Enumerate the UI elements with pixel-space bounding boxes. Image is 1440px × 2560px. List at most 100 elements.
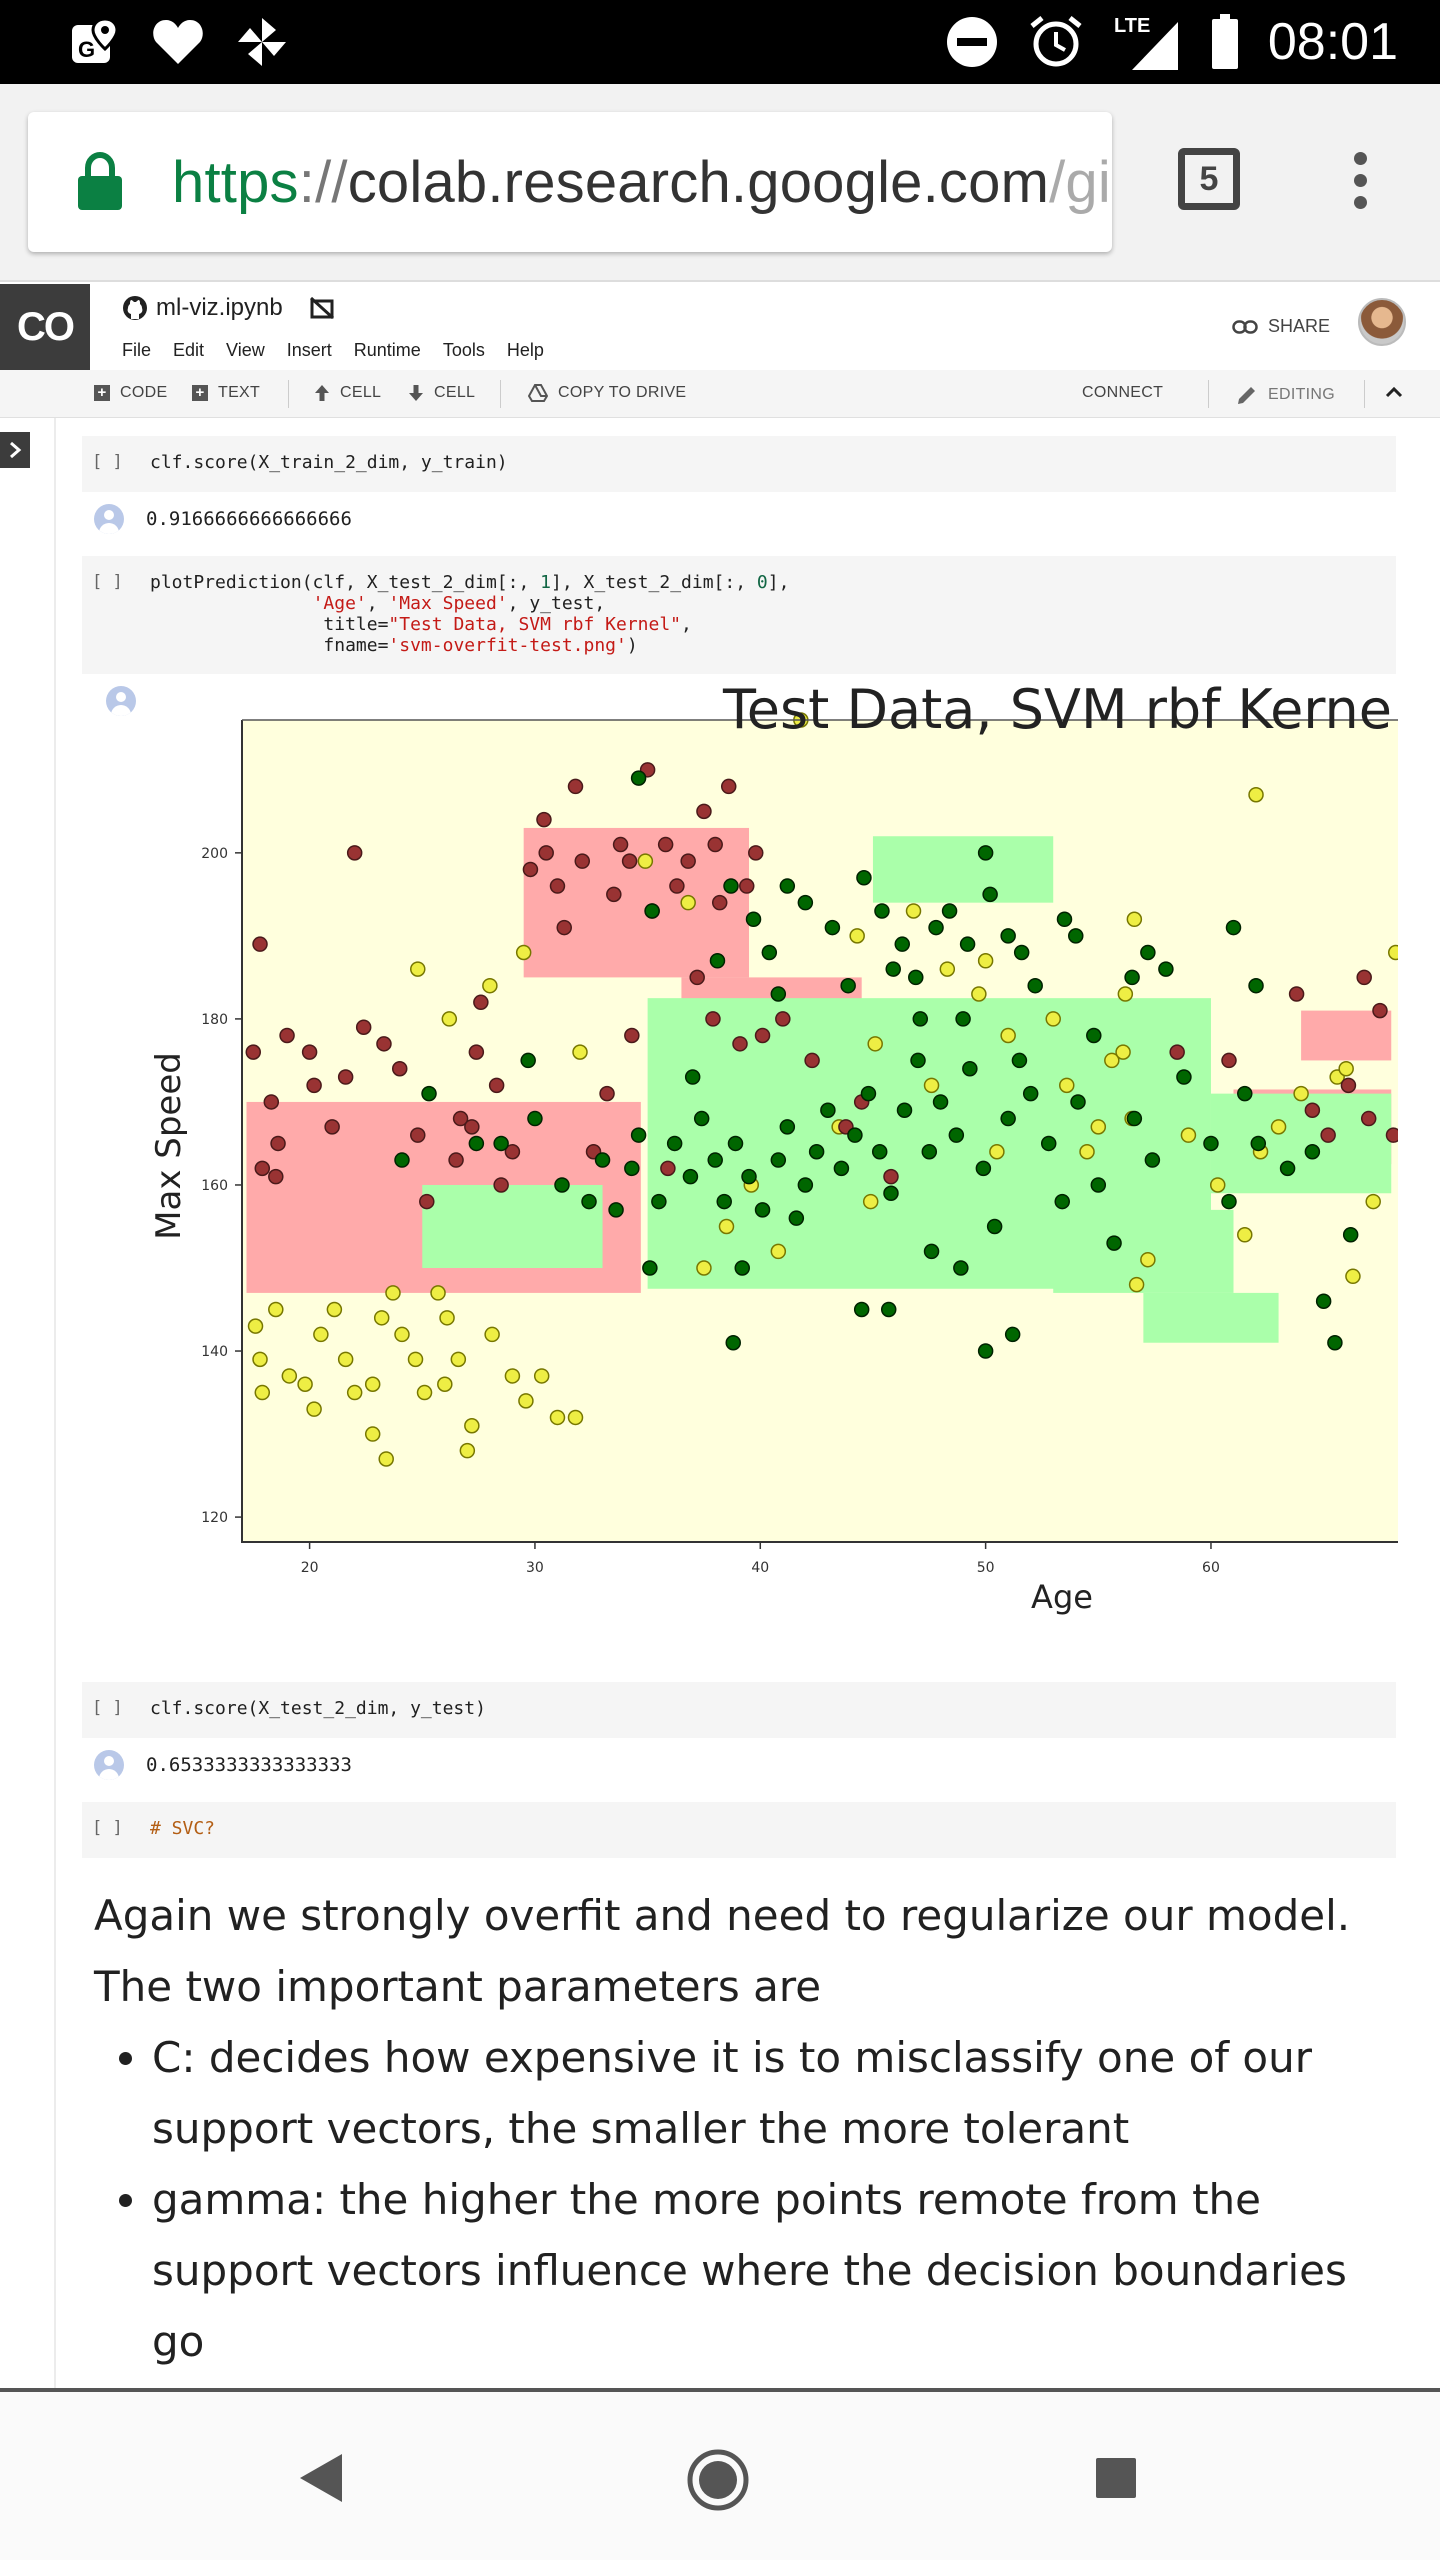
drive-offline-icon — [309, 297, 334, 319]
data-point-yellow — [1270, 1119, 1287, 1135]
data-point-red — [711, 894, 728, 911]
run-cell-button[interactable]: [ ] — [92, 572, 123, 592]
drive-icon — [528, 384, 548, 402]
data-point-red — [775, 1011, 791, 1027]
browser-toolbar: https://colab.research.google.com/gi 5 — [0, 84, 1440, 280]
data-point-green — [885, 961, 901, 977]
data-point-yellow — [306, 1401, 322, 1417]
url-text: https://colab.research.google.com/gi — [172, 149, 1111, 215]
data-point-yellow — [518, 1393, 534, 1409]
data-point-yellow — [407, 1351, 424, 1368]
data-point-green — [682, 1168, 699, 1185]
data-point-green — [421, 1085, 437, 1102]
data-point-red — [1221, 1052, 1237, 1069]
data-point-yellow — [718, 1218, 735, 1235]
data-point-yellow — [1117, 986, 1134, 1002]
menu-edit[interactable]: Edit — [173, 340, 205, 360]
menu-runtime[interactable]: Runtime — [353, 340, 421, 360]
svg-text:G: G — [78, 37, 95, 62]
code-cell[interactable]: [ ] clf.score(X_train_2_dim, y_train) — [82, 436, 1396, 492]
data-point-green — [1327, 1334, 1343, 1351]
data-point-green — [630, 1127, 647, 1143]
code-cell[interactable]: [ ] plotPrediction(clf, X_test_2_dim[:, … — [82, 556, 1396, 674]
browser-menu-icon[interactable] — [1348, 152, 1372, 212]
decision-region-green — [872, 836, 1054, 903]
data-point-green — [642, 1260, 658, 1276]
plot-axes — [241, 720, 1398, 1543]
x-axis-label: Age — [1031, 1578, 1093, 1616]
data-point-yellow — [441, 1011, 458, 1027]
data-point-red — [612, 836, 629, 853]
code-cell[interactable]: [ ] # SVC? — [82, 1802, 1396, 1858]
data-point-green — [1022, 1085, 1039, 1102]
data-point-yellow — [410, 961, 426, 977]
url-bar[interactable]: https://colab.research.google.com/gi — [28, 112, 1112, 252]
recents-icon[interactable] — [1096, 2458, 1136, 2498]
data-point-red — [732, 1036, 748, 1052]
avatar[interactable] — [1358, 298, 1406, 346]
data-point-green — [1250, 1135, 1267, 1152]
data-point-yellow — [1387, 944, 1398, 961]
data-point-green — [871, 1144, 888, 1160]
add-text-button[interactable]: + TEXT — [192, 384, 260, 402]
home-icon[interactable] — [686, 2448, 750, 2512]
sidebar-toggle-button[interactable] — [0, 432, 30, 468]
data-point-yellow — [1045, 1011, 1061, 1027]
data-point-yellow — [1058, 1077, 1075, 1094]
collapse-toolbar-button[interactable] — [1384, 382, 1404, 402]
data-point-green — [1070, 1094, 1086, 1110]
arrow-down-icon — [409, 385, 423, 401]
data-point-red — [301, 1044, 318, 1060]
data-point-green — [1342, 1227, 1359, 1243]
data-point-yellow — [770, 1243, 787, 1260]
data-point-yellow — [905, 903, 922, 919]
data-point-green — [977, 845, 994, 861]
data-point-red — [1372, 1002, 1388, 1019]
menu-help[interactable]: Help — [506, 340, 544, 360]
data-point-red — [522, 861, 539, 878]
notebook-name[interactable]: ml-viz.ipynb — [156, 294, 283, 321]
menu-insert[interactable]: Insert — [286, 340, 332, 360]
data-point-red — [279, 1027, 295, 1044]
data-point-yellow — [849, 928, 865, 944]
menu-view[interactable]: View — [226, 340, 265, 360]
list-item: gamma: the higher the more points remote… — [152, 2164, 1384, 2377]
copy-to-drive-button[interactable]: COPY TO DRIVE — [528, 384, 686, 402]
data-point-green — [908, 969, 924, 986]
data-point-green — [716, 1193, 732, 1210]
tab-switcher-button[interactable]: 5 — [1178, 148, 1240, 210]
editing-mode-button[interactable]: EDITING — [1236, 384, 1335, 406]
notebook-title: ml-viz.ipynb — [122, 294, 335, 322]
connect-button[interactable]: CONNECT — [1082, 384, 1164, 401]
run-cell-button[interactable]: [ ] — [92, 1698, 123, 1718]
data-point-green — [520, 1052, 536, 1069]
data-point-green — [856, 870, 872, 886]
data-point-yellow — [430, 1285, 446, 1301]
prediction-plot: 20 30 40 50 60 120 140 160 180 200 Test Data, SVM… — [149, 678, 1398, 1616]
share-button[interactable]: SHARE — [1232, 316, 1330, 337]
data-point-green — [1004, 1326, 1021, 1343]
move-cell-down-button[interactable]: CELL — [408, 384, 475, 402]
data-point-green — [754, 1202, 771, 1218]
data-point-green — [1000, 928, 1016, 944]
menu-bar: File Edit View Insert Runtime Tools Help — [122, 340, 566, 361]
signal-icon: LTE — [1112, 14, 1182, 70]
run-cell-button[interactable]: [ ] — [92, 1818, 123, 1838]
menu-file[interactable]: File — [122, 340, 152, 360]
data-point-red — [452, 1110, 469, 1127]
colab-logo[interactable]: CO — [0, 284, 90, 370]
move-cell-up-button[interactable]: CELL — [314, 384, 381, 402]
data-point-yellow — [268, 1301, 284, 1318]
back-icon[interactable] — [298, 2452, 344, 2504]
data-point-green — [797, 894, 814, 911]
markdown-cell[interactable]: Again we strongly overfit and need to re… — [94, 1880, 1384, 2377]
menu-tools[interactable]: Tools — [442, 340, 485, 360]
add-code-button[interactable]: + CODE — [94, 384, 167, 402]
code-cell[interactable]: [ ] clf.score(X_test_2_dim, y_test) — [82, 1682, 1396, 1738]
data-point-yellow — [337, 1351, 354, 1368]
data-point-red — [473, 994, 489, 1011]
run-cell-button[interactable]: [ ] — [92, 452, 123, 472]
pencil-icon — [1238, 387, 1255, 404]
data-point-green — [896, 1102, 913, 1118]
data-point-green — [779, 878, 796, 894]
